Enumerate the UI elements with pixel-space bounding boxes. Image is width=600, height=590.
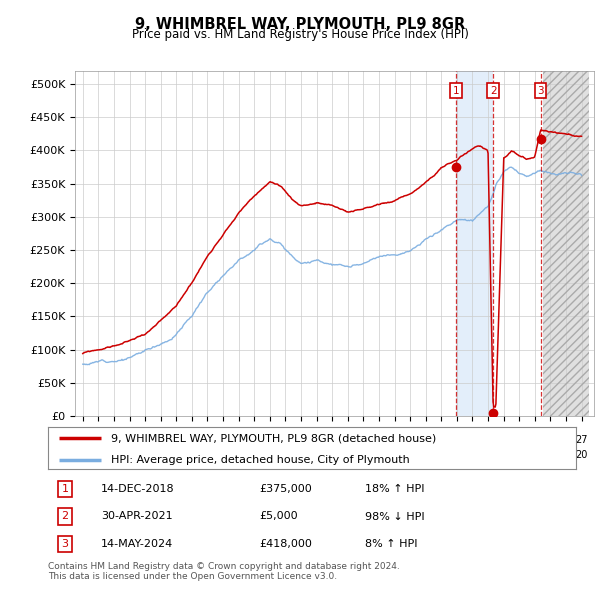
Text: 20: 20	[575, 451, 588, 460]
Text: 2: 2	[61, 512, 68, 522]
Text: HPI: Average price, detached house, City of Plymouth: HPI: Average price, detached house, City…	[112, 455, 410, 465]
Text: 19: 19	[451, 434, 463, 444]
Text: 20: 20	[560, 451, 572, 460]
Text: 18% ↑ HPI: 18% ↑ HPI	[365, 484, 424, 494]
Text: 20: 20	[466, 434, 479, 444]
Text: 20: 20	[497, 451, 510, 460]
Text: 14-MAY-2024: 14-MAY-2024	[101, 539, 173, 549]
Text: 14-DEC-2018: 14-DEC-2018	[101, 484, 175, 494]
Text: 14: 14	[373, 434, 385, 444]
Text: 26: 26	[560, 434, 572, 444]
Text: 20: 20	[404, 451, 416, 460]
Text: 20: 20	[201, 451, 214, 460]
Text: £418,000: £418,000	[259, 539, 312, 549]
Text: £375,000: £375,000	[259, 484, 312, 494]
Text: 01: 01	[170, 434, 182, 444]
Text: £5,000: £5,000	[259, 512, 298, 522]
Text: 21: 21	[482, 434, 494, 444]
Text: 20: 20	[326, 451, 338, 460]
Text: 3: 3	[61, 539, 68, 549]
Text: 96: 96	[92, 434, 104, 444]
Text: 15: 15	[388, 434, 401, 444]
Text: 20: 20	[186, 451, 198, 460]
Text: 98% ↓ HPI: 98% ↓ HPI	[365, 512, 424, 522]
Bar	[456, 71, 493, 416]
Text: 20: 20	[341, 451, 354, 460]
Text: 19: 19	[108, 451, 120, 460]
Text: 27: 27	[575, 434, 588, 444]
Text: 02: 02	[186, 434, 198, 444]
Text: 20: 20	[451, 451, 463, 460]
Text: 24: 24	[529, 434, 541, 444]
Text: 04: 04	[217, 434, 229, 444]
Text: 9, WHIMBREL WAY, PLYMOUTH, PL9 8GR: 9, WHIMBREL WAY, PLYMOUTH, PL9 8GR	[135, 17, 465, 31]
Text: 16: 16	[404, 434, 416, 444]
Text: 22: 22	[497, 434, 510, 444]
Text: 20: 20	[248, 451, 260, 460]
Text: 19: 19	[77, 451, 89, 460]
Text: 11: 11	[326, 434, 338, 444]
Text: 8% ↑ HPI: 8% ↑ HPI	[365, 539, 418, 549]
Text: 20: 20	[482, 451, 494, 460]
Text: 2: 2	[490, 86, 496, 96]
Text: 97: 97	[108, 434, 120, 444]
Text: 20: 20	[529, 451, 541, 460]
Text: 20: 20	[419, 451, 432, 460]
Text: 23: 23	[513, 434, 526, 444]
Text: 98: 98	[124, 434, 136, 444]
Bar	[542, 71, 589, 416]
Text: 25: 25	[544, 434, 557, 444]
Text: 13: 13	[357, 434, 370, 444]
Text: 20: 20	[263, 451, 276, 460]
Text: 20: 20	[155, 451, 167, 460]
Text: 9, WHIMBREL WAY, PLYMOUTH, PL9 8GR (detached house): 9, WHIMBREL WAY, PLYMOUTH, PL9 8GR (deta…	[112, 433, 437, 443]
Text: 3: 3	[537, 86, 544, 96]
Text: 08: 08	[279, 434, 292, 444]
Text: 19: 19	[92, 451, 104, 460]
Text: 20: 20	[373, 451, 385, 460]
Text: 20: 20	[217, 451, 229, 460]
Text: 20: 20	[295, 451, 307, 460]
Text: 20: 20	[388, 451, 401, 460]
Text: 99: 99	[139, 434, 151, 444]
Text: 03: 03	[202, 434, 214, 444]
Text: 20: 20	[513, 451, 526, 460]
Text: 10: 10	[310, 434, 323, 444]
Text: 19: 19	[139, 451, 151, 460]
Text: 20: 20	[435, 451, 448, 460]
Text: 00: 00	[155, 434, 167, 444]
Text: 20: 20	[357, 451, 370, 460]
Text: 95: 95	[77, 434, 89, 444]
Text: 19: 19	[124, 451, 136, 460]
Text: 20: 20	[310, 451, 323, 460]
Text: 1: 1	[453, 86, 460, 96]
Text: Price paid vs. HM Land Registry's House Price Index (HPI): Price paid vs. HM Land Registry's House …	[131, 28, 469, 41]
Text: 20: 20	[466, 451, 479, 460]
Text: 1: 1	[61, 484, 68, 494]
Text: 05: 05	[232, 434, 245, 444]
Text: 20: 20	[544, 451, 557, 460]
Text: 20: 20	[232, 451, 245, 460]
Bar	[542, 71, 589, 416]
Text: 20: 20	[279, 451, 292, 460]
Text: 17: 17	[419, 434, 432, 444]
Text: Contains HM Land Registry data © Crown copyright and database right 2024.
This d: Contains HM Land Registry data © Crown c…	[48, 562, 400, 581]
Text: 09: 09	[295, 434, 307, 444]
Text: 07: 07	[263, 434, 276, 444]
Text: 30-APR-2021: 30-APR-2021	[101, 512, 172, 522]
Text: 20: 20	[170, 451, 182, 460]
Text: 12: 12	[341, 434, 354, 444]
Text: 18: 18	[435, 434, 448, 444]
Text: 06: 06	[248, 434, 260, 444]
